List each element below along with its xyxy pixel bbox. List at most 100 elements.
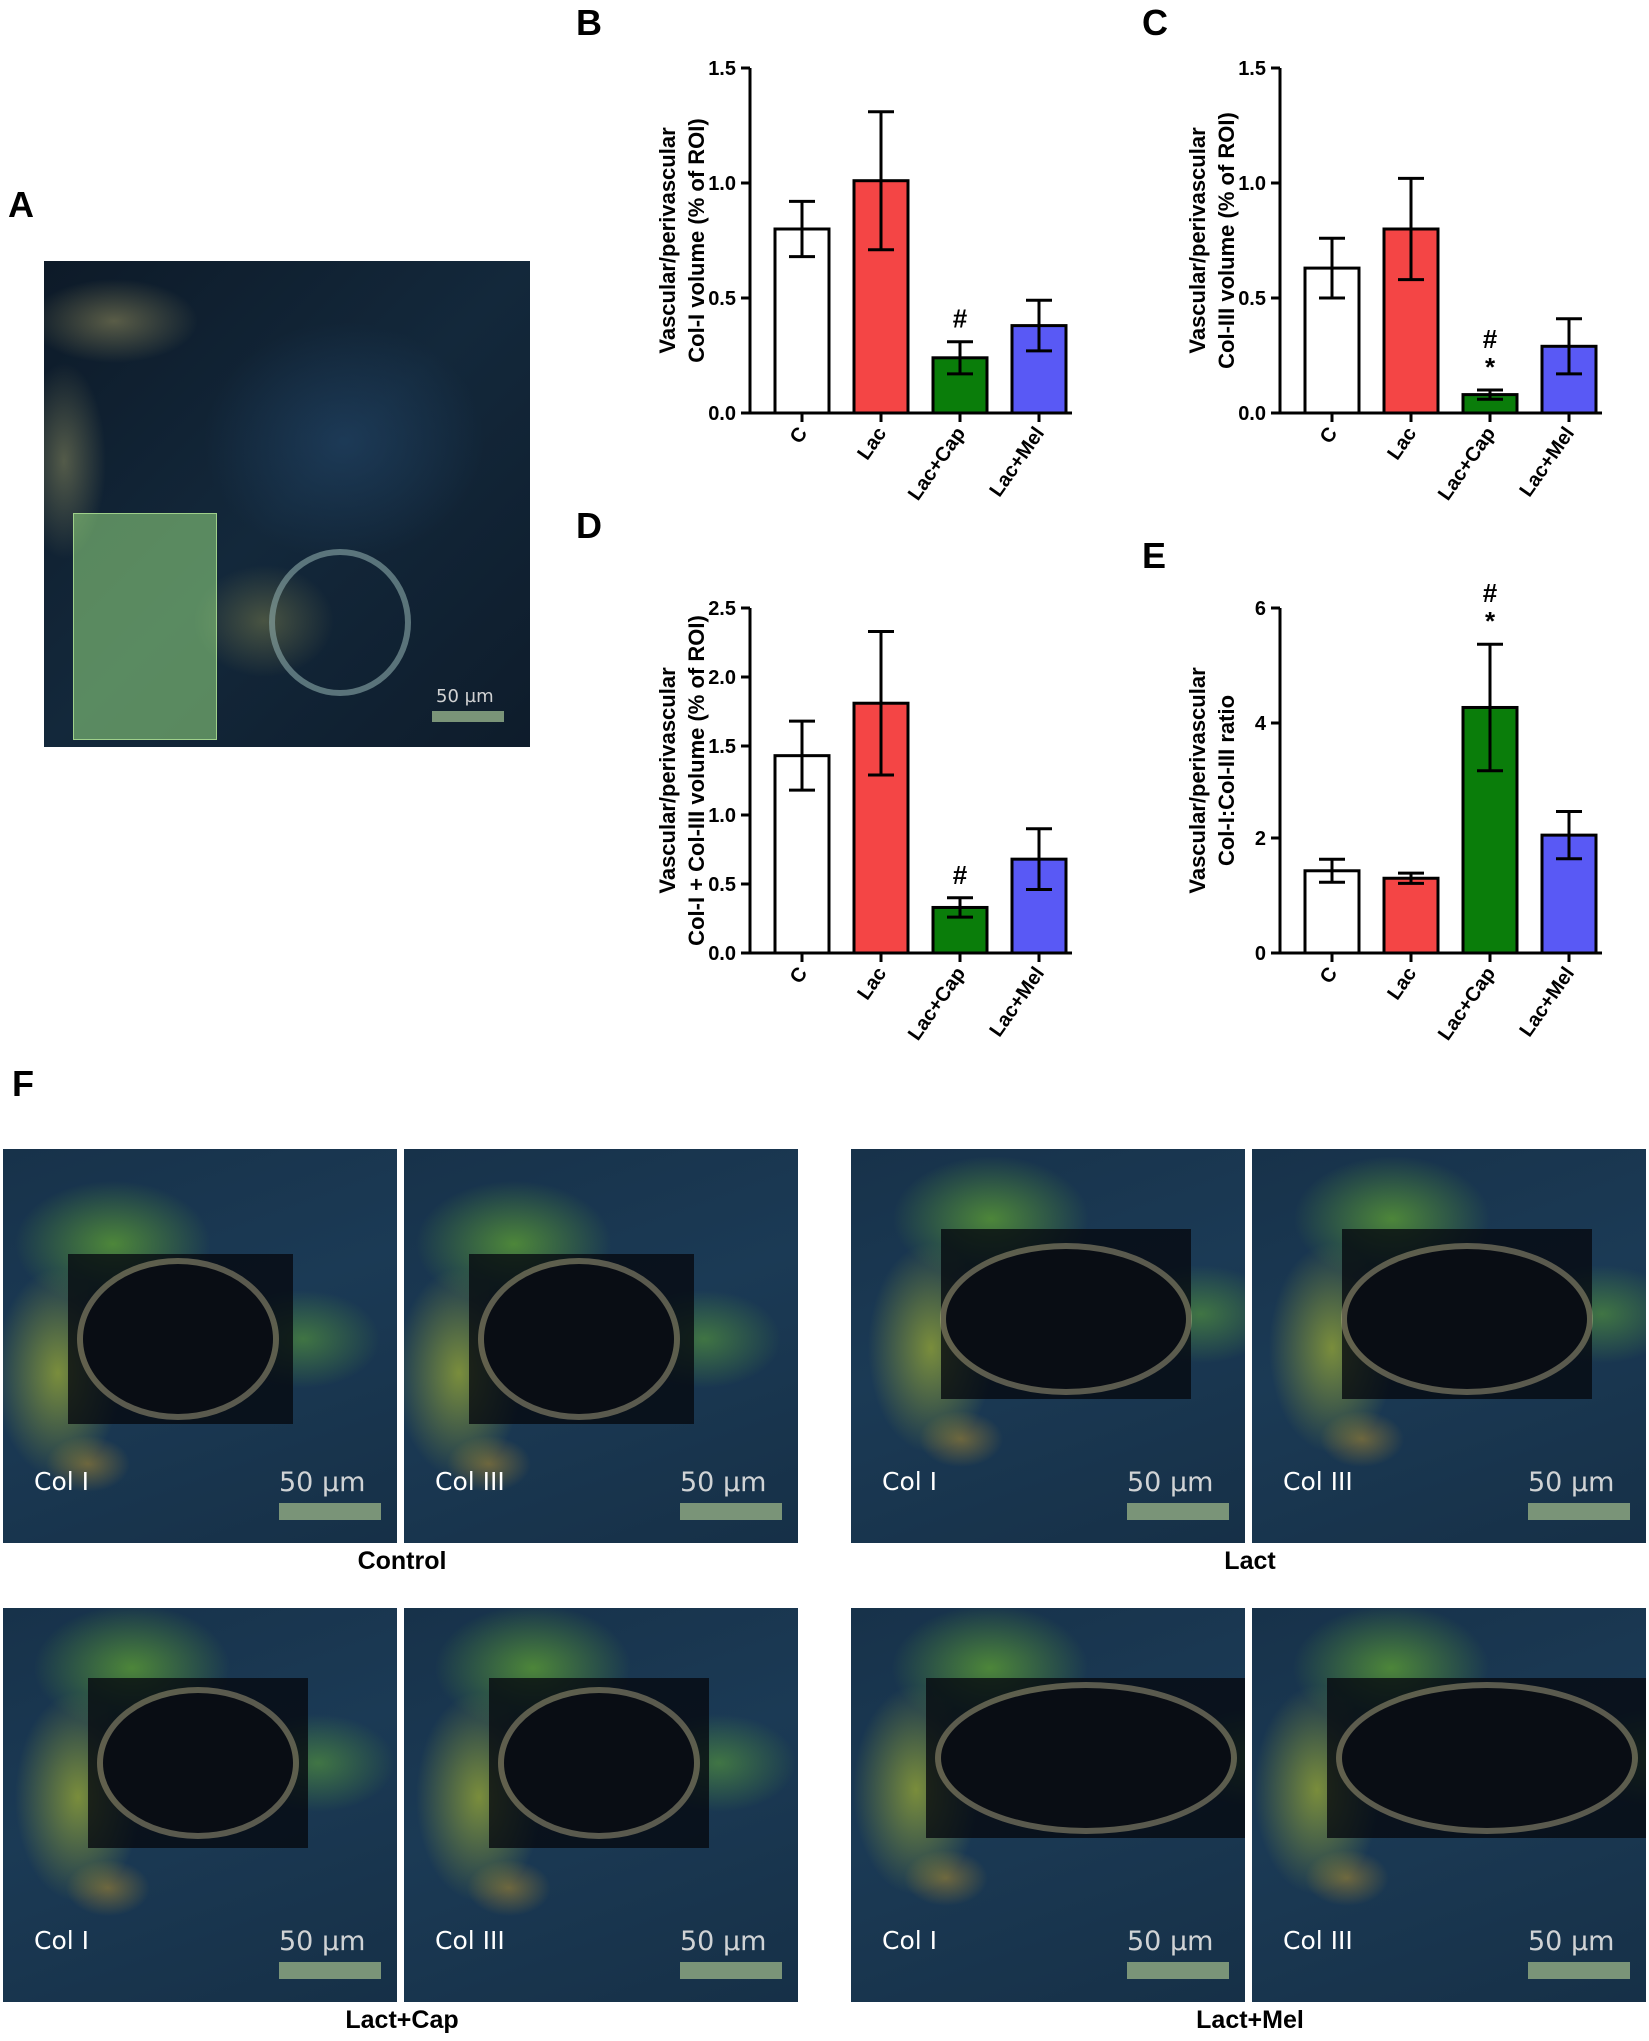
vessel-lumen — [1342, 1688, 1632, 1828]
micrograph-control-col-iii: Col III 50 µm — [404, 1149, 798, 1543]
channel-label: Col III — [435, 1467, 505, 1496]
scalebar-label: 50 µm — [279, 1926, 366, 1957]
x-tick-label: C — [786, 963, 812, 987]
scalebar-label: 50 µm — [1127, 1467, 1214, 1498]
x-tick-label: Lac — [1383, 963, 1421, 1004]
panel-letter-b: B — [576, 2, 602, 43]
y-tick-label: 1.5 — [1238, 58, 1266, 80]
bar-lac — [1382, 876, 1440, 955]
channel-label: Col III — [1283, 1926, 1353, 1955]
y-tick-label: 6 — [1255, 598, 1266, 620]
bar-lac — [1382, 227, 1440, 415]
vessel-lumen — [103, 1693, 293, 1833]
y-tick-label: 0.5 — [1238, 288, 1266, 310]
scalebar-label: 50 µm — [1127, 1926, 1214, 1957]
significance-marker: * — [1485, 352, 1496, 382]
y-axis-label-line: Col-III volume (% of ROI) — [1214, 112, 1239, 369]
chart-e-col-ratio: 0 2 4 6 Vascular/perivascular Col-I:Col-III r… — [1185, 578, 1602, 1045]
x-tick-label: Lac — [853, 423, 891, 464]
significance-marker: * — [1485, 606, 1496, 636]
micrograph-lact-mel-col-i: Col I 50 µm — [851, 1608, 1245, 2002]
y-axis-label-line: Vascular/perivascular — [655, 667, 680, 894]
y-tick-label: 0.0 — [708, 403, 736, 425]
channel-label: Col I — [34, 1926, 90, 1955]
panel-letter-c: C — [1142, 2, 1168, 43]
scalebar — [279, 1503, 381, 1520]
group-label: Lact+Mel — [1196, 2006, 1304, 2034]
significance-marker: # — [1483, 578, 1498, 608]
y-tick-label: 0.0 — [1238, 403, 1266, 425]
y-tick-label: 0 — [1255, 943, 1266, 965]
micrograph-lact-cap-col-iii: Col III 50 µm — [404, 1608, 798, 2002]
y-tick-label: 0.0 — [708, 943, 736, 965]
panel-letter-d: D — [576, 505, 602, 546]
y-axis-label-line: Vascular/perivascular — [1185, 127, 1210, 354]
x-tick-label: Lac+Mel — [985, 423, 1049, 501]
y-tick-label: 2.0 — [708, 667, 736, 689]
scalebar — [680, 1962, 782, 1979]
chart-b-col-i-volume: 0.0 0.5 1.0 1.5 Vascular/perivascular Col-I v… — [655, 58, 1072, 505]
group-label: Lact+Cap — [345, 2006, 459, 2034]
y-tick-label: 2 — [1255, 828, 1266, 850]
channel-label: Col I — [882, 1926, 938, 1955]
vessel-ring — [269, 549, 411, 696]
x-tick-label: Lac+Mel — [985, 963, 1049, 1041]
micrograph-lact-col-i: Col I 50 µm — [851, 1149, 1245, 1543]
vessel-lumen — [941, 1688, 1231, 1828]
group-label: Lact — [1224, 1547, 1276, 1575]
vessel-lumen — [504, 1693, 694, 1833]
vessel-lumen — [83, 1264, 273, 1414]
scalebar — [1127, 1503, 1229, 1520]
chart-c-col-iii-volume: 0.0 0.5 1.0 1.5 Vascular/perivascular Col-III… — [1185, 58, 1602, 505]
y-tick-label: 0.5 — [708, 874, 736, 896]
y-tick-label: 4 — [1255, 713, 1267, 735]
scalebar — [279, 1962, 381, 1979]
significance-marker: # — [953, 304, 968, 334]
panel-letter-e: E — [1142, 535, 1167, 576]
micrograph-lact-mel-col-iii: Col III 50 µm — [1252, 1608, 1646, 2002]
y-axis-label-line: Col-I + Col-III volume (% of ROI) — [684, 615, 709, 946]
channel-label: Col I — [34, 1467, 90, 1496]
y-tick-label: 1.5 — [708, 736, 736, 758]
y-tick-label: 1.0 — [1238, 173, 1266, 195]
y-axis-label: Vascular/perivascular Col-I + Col-III vol… — [655, 615, 709, 946]
y-tick-label: 0.5 — [708, 288, 736, 310]
panel-letter-f: F — [12, 1063, 34, 1104]
significance-marker: # — [953, 860, 968, 890]
channel-label: Col III — [435, 1926, 505, 1955]
scalebar-label: 50 µm — [1528, 1926, 1615, 1957]
scalebar — [1528, 1503, 1630, 1520]
group-label: Control — [357, 1547, 447, 1575]
scalebar-label: 50 µm — [680, 1467, 767, 1498]
panel-letter-a: A — [8, 184, 34, 225]
x-tick-label: Lac+Cap — [904, 963, 970, 1044]
y-axis-label-line: Col-I:Col-III ratio — [1214, 695, 1239, 866]
y-tick-label: 1.5 — [708, 58, 736, 80]
x-tick-label: Lac+Cap — [904, 423, 970, 504]
scalebar-label: 50 µm — [680, 1926, 767, 1957]
y-axis-label: Vascular/perivascular Col-III volume (% o… — [1185, 112, 1239, 369]
x-tick-label: Lac — [853, 963, 891, 1004]
scalebar — [1528, 1962, 1630, 1979]
y-axis-label-line: Col-I volume (% of ROI) — [684, 118, 709, 362]
channel-label: Col I — [882, 1467, 938, 1496]
scalebar — [1127, 1962, 1229, 1979]
y-axis-label: Vascular/perivascular Col-I volume (% of … — [655, 118, 709, 362]
y-tick-label: 2.5 — [708, 598, 736, 620]
x-tick-label: C — [1316, 423, 1342, 447]
y-axis-label: Vascular/perivascular Col-I:Col-III ratio — [1185, 667, 1239, 894]
micrograph-lact-cap-col-i: Col I 50 µm — [3, 1608, 397, 2002]
vessel-lumen — [1347, 1249, 1587, 1389]
x-tick-label: Lac+Cap — [1434, 423, 1500, 504]
roi-highlight — [73, 513, 217, 740]
x-tick-label: Lac+Mel — [1515, 423, 1579, 501]
significance-marker: # — [1483, 324, 1498, 354]
y-tick-label: 1.0 — [708, 805, 736, 827]
y-axis-label-line: Vascular/perivascular — [655, 127, 680, 354]
scalebar-label: 50 µm — [436, 686, 494, 707]
panel-a-micrograph: 50 µm — [44, 261, 530, 747]
x-tick-label: Lac+Cap — [1434, 963, 1500, 1044]
y-axis-label-line: Vascular/perivascular — [1185, 667, 1210, 894]
scalebar — [432, 711, 504, 722]
